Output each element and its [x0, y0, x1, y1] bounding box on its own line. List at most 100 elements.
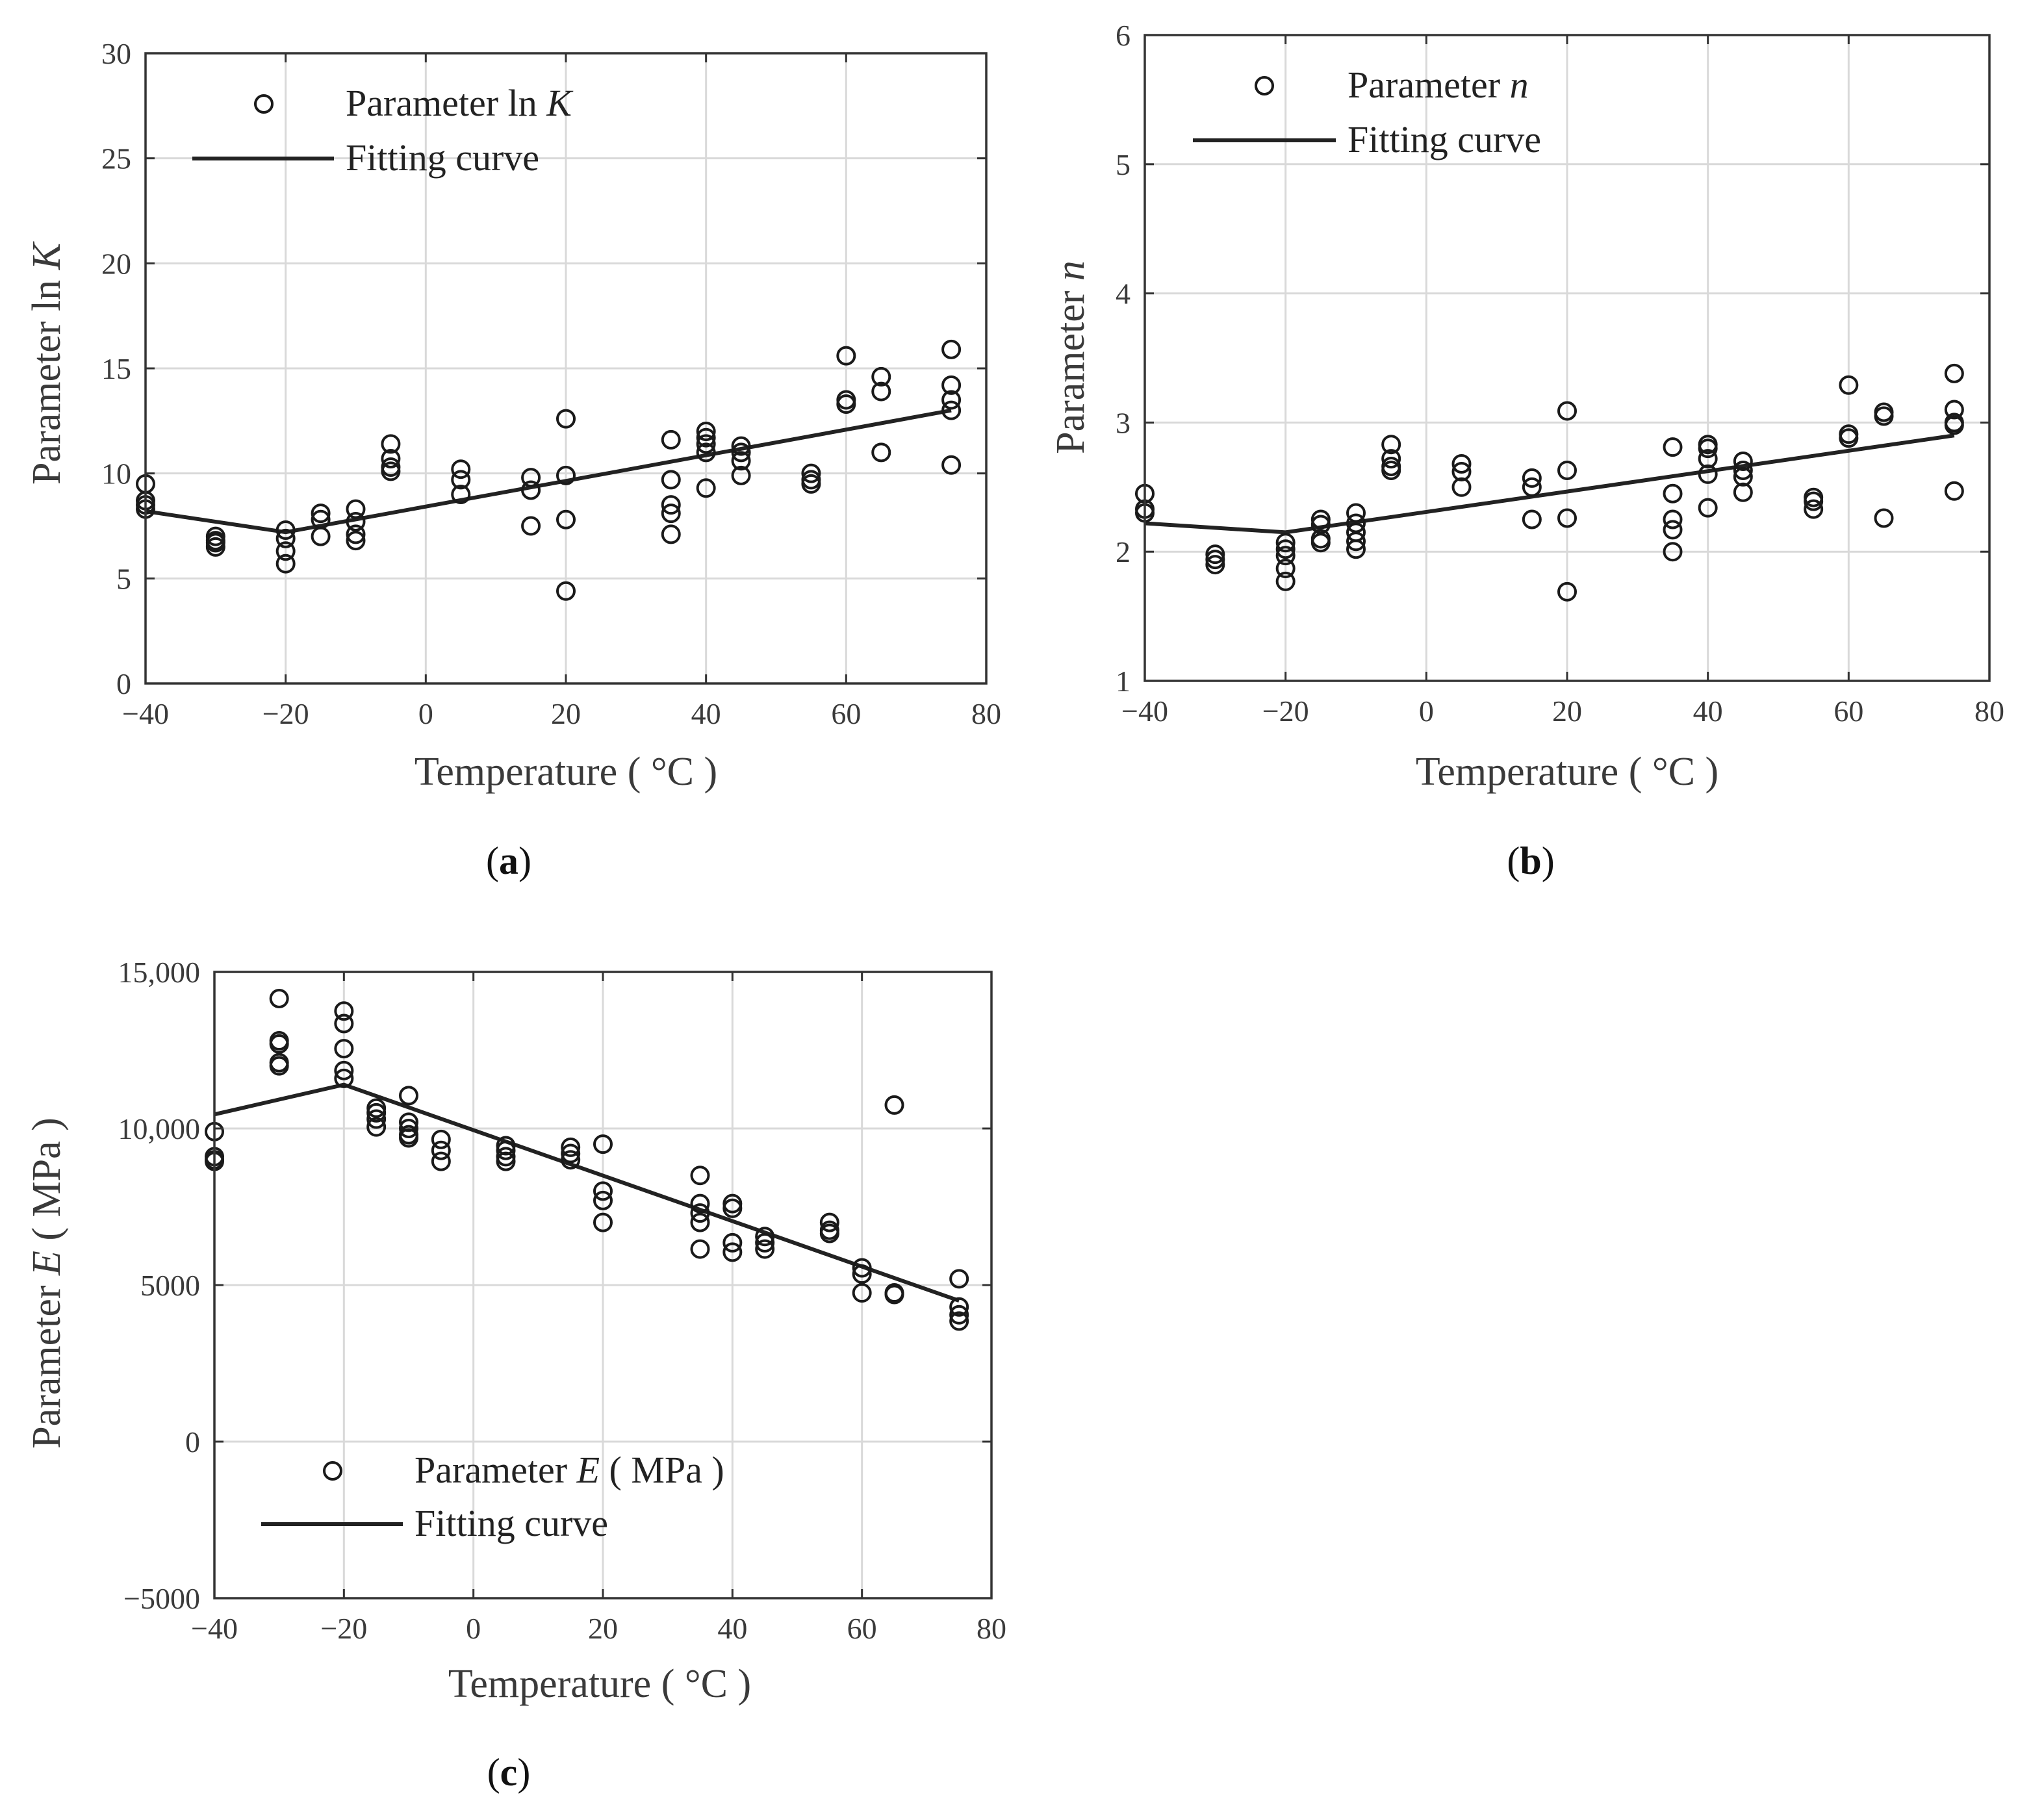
panel-a-data-point: [205, 531, 225, 551]
panel-b-data-point: [1557, 581, 1577, 602]
panel-a-data-point: [451, 485, 471, 504]
panel-b-data-point: [1733, 482, 1753, 502]
panel-b-data-point: [1346, 531, 1366, 552]
panel-a-x-tick-label-6: 80: [971, 697, 1001, 730]
panel-a-data-point: [521, 516, 541, 536]
panel-a-y-tick-label-1: 5: [116, 562, 131, 595]
panel-c-data-point: [561, 1143, 581, 1164]
panel-b-data-point: [1944, 481, 1964, 501]
panel-c-x-tick-label-6: 80: [977, 1612, 1006, 1645]
panel-a-data-point: [381, 449, 401, 469]
panel-b-y-tick-label-0: 1: [1116, 665, 1131, 698]
panel-b-data-point: [1522, 477, 1542, 497]
panel-c-data-point: [431, 1151, 451, 1171]
panel-b-legend-line-label: Fitting curve: [1348, 118, 1541, 160]
panel-b-data-point: [1557, 508, 1577, 528]
panel-c-data-point: [884, 1095, 904, 1115]
panel-c-data-point: [852, 1258, 872, 1278]
panel-a-data-point: [346, 499, 366, 519]
panel-c-x-tick-label-5: 60: [847, 1612, 877, 1645]
panel-c-data-point: [884, 1284, 904, 1305]
panel-b-data-point: [1275, 546, 1296, 566]
panel-c-y-tick-label-0: −5000: [123, 1582, 200, 1615]
panel-a-axes: −40 −20 0 20 40 60 80 0 5 10 15 20 25 30: [101, 37, 1001, 730]
panel-a-y-axis-label: Parameter ln K: [25, 240, 69, 485]
panel-c-data-point: [269, 1056, 289, 1076]
panel-a-x-axis-label: Temperature ( °C ): [415, 750, 717, 794]
panel-a-x-tick-label-4: 40: [691, 697, 721, 730]
panel-b-axes: −40 −20 0 20 40 60 80 1 2 3 4 5 6: [1116, 19, 2004, 728]
panel-b-y-axis-label: Parameter n: [1049, 261, 1093, 454]
panel-a-data-point: [836, 394, 856, 414]
panel-c-axes: −40 −20 0 20 40 60 80 −5000 0 5000 10,000 15,000: [118, 956, 1007, 1645]
panel-b-data-point: [1839, 375, 1859, 395]
panel-b-x-axis-label: Temperature ( °C ): [1416, 750, 1718, 794]
panel-a-data-point: [696, 434, 716, 454]
panel-c-data-point: [722, 1242, 743, 1262]
panel-b-data-point: [1698, 498, 1718, 518]
panel-a-data-point: [836, 346, 856, 366]
panel-c-grid: [214, 972, 991, 1598]
panel-c-x-tick-label-4: 40: [717, 1612, 747, 1645]
panel-c-legend-scatter-label: Parameter E ( MPa ): [415, 1449, 724, 1491]
panel-a-data-point: [941, 375, 962, 395]
panel-a-data-point: [346, 512, 366, 532]
panel-c-data-point: [593, 1134, 613, 1154]
panel-a-data-point: [941, 455, 962, 475]
panel-a-data-point: [451, 470, 471, 490]
panel-a-data-point: [941, 339, 962, 359]
panel-b-data-point: [1310, 533, 1331, 553]
panel-c-data-point: [593, 1212, 613, 1232]
panel-b-y-tick-label-3: 4: [1116, 277, 1131, 311]
panel-b-data-point: [1275, 533, 1296, 553]
panel-c-label: (c): [487, 1751, 531, 1794]
panel-b-data-point: [1381, 460, 1401, 480]
panel-c-data-point: [431, 1129, 451, 1149]
panel-c-data-point: [334, 1068, 354, 1088]
panel-a-data-point: [871, 381, 891, 402]
panel-a-y-tick-label-2: 10: [101, 457, 131, 491]
panel-a-data-point: [275, 528, 296, 548]
panel-c-data-point: [366, 1117, 387, 1137]
panel-b-data-point: [1275, 539, 1296, 559]
panel-a-data-point: [731, 442, 751, 463]
panel-a-data-point: [696, 422, 716, 441]
panel-c-data-point: [949, 1305, 969, 1325]
panel-a-fitting-curve: [145, 408, 952, 535]
panel-b-data-point: [1310, 509, 1331, 529]
panel-a-x-tick-label-5: 60: [831, 697, 861, 730]
panel-c-data-point: [949, 1269, 969, 1289]
panel-c-data-point: [496, 1140, 516, 1160]
panel-a-data-point: [871, 442, 891, 463]
panel-c-x-tick-label-1: −20: [320, 1612, 367, 1645]
panel-b-data-point: [1698, 439, 1718, 459]
panel-a-y-tick-label-5: 25: [101, 142, 131, 175]
panel-c-data-point: [690, 1203, 710, 1223]
panel-a-data-point: [731, 436, 751, 456]
panel-b-legend: Parameter n Fitting curve: [1193, 64, 1541, 160]
panel-c-data-point: [852, 1264, 872, 1284]
panel-a-data-point: [801, 474, 821, 494]
panel-c-fitting-curve: [214, 1082, 960, 1303]
panel-a-data-point: [556, 509, 576, 529]
panel-b-data-point: [1205, 555, 1225, 575]
panel-b-data-point: [1944, 363, 1964, 383]
panel-b-data-point: [1451, 477, 1472, 497]
panel-c-y-axis-label: Parameter E ( MPa ): [25, 1117, 69, 1449]
panel-c-data-point: [269, 1034, 289, 1054]
panel-c-data-point: [561, 1137, 581, 1157]
panel-c-x-axis-label: Temperature ( °C ): [448, 1662, 751, 1706]
panel-a-data-point: [661, 429, 681, 450]
panel-a-fit-line-group: [145, 408, 952, 535]
panel-b-data-point: [1381, 435, 1401, 455]
panel-c-markers: [205, 988, 969, 1331]
panel-a-data-point: [556, 465, 576, 485]
panel-c-data-point: [819, 1212, 839, 1232]
panel-b-x-tick-label-4: 40: [1693, 695, 1723, 728]
panel-b-data-point: [1874, 406, 1894, 426]
panel-c-data-point: [690, 1166, 710, 1186]
panel-c-fit-line-group: [214, 1082, 960, 1303]
panel-c-data-point: [593, 1181, 613, 1201]
panel-b-x-tick-label-5: 60: [1833, 695, 1863, 728]
